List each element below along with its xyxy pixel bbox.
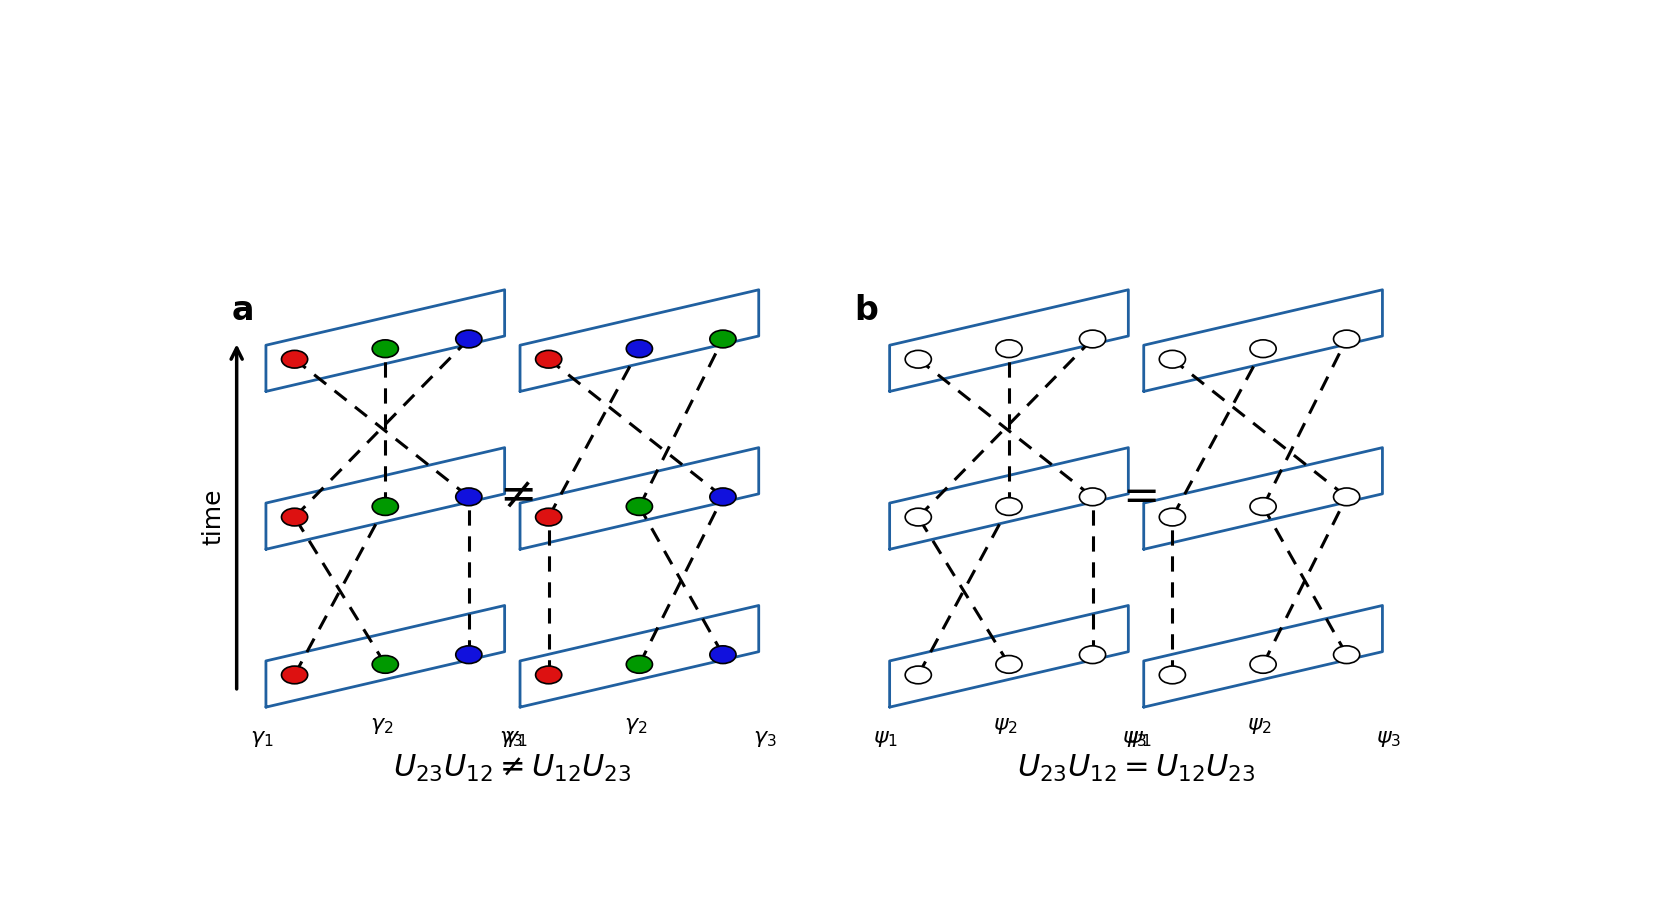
Ellipse shape — [627, 656, 652, 673]
Ellipse shape — [281, 508, 308, 526]
Ellipse shape — [281, 666, 308, 684]
Ellipse shape — [535, 666, 562, 684]
Ellipse shape — [905, 508, 931, 526]
Ellipse shape — [1079, 488, 1106, 506]
Ellipse shape — [535, 508, 562, 526]
Ellipse shape — [373, 498, 399, 515]
Ellipse shape — [627, 340, 652, 357]
Ellipse shape — [710, 488, 737, 506]
Ellipse shape — [535, 350, 562, 368]
Text: time: time — [201, 488, 226, 545]
Ellipse shape — [373, 340, 399, 357]
Ellipse shape — [1334, 330, 1360, 348]
Ellipse shape — [996, 656, 1023, 673]
Text: $\psi_1$: $\psi_1$ — [1128, 728, 1152, 748]
Text: $=$: $=$ — [1114, 473, 1157, 517]
Ellipse shape — [281, 350, 308, 368]
Ellipse shape — [905, 666, 931, 684]
Ellipse shape — [710, 646, 737, 664]
Ellipse shape — [456, 330, 482, 348]
Ellipse shape — [373, 656, 399, 673]
Text: $\psi_1$: $\psi_1$ — [873, 728, 898, 748]
Text: $\neq$: $\neq$ — [491, 473, 534, 517]
Text: b: b — [855, 294, 878, 327]
Text: $\gamma_2$: $\gamma_2$ — [369, 716, 392, 736]
Ellipse shape — [627, 498, 652, 515]
Ellipse shape — [996, 340, 1023, 357]
Text: $\gamma_1$: $\gamma_1$ — [504, 728, 527, 748]
Text: $\psi_3$: $\psi_3$ — [1375, 728, 1402, 748]
Text: a: a — [231, 294, 254, 327]
Ellipse shape — [456, 646, 482, 664]
Ellipse shape — [1159, 350, 1186, 368]
Text: $\gamma_3$: $\gamma_3$ — [753, 728, 777, 748]
Ellipse shape — [1251, 498, 1276, 515]
Ellipse shape — [1334, 488, 1360, 506]
Ellipse shape — [1079, 646, 1106, 664]
Ellipse shape — [1334, 646, 1360, 664]
Ellipse shape — [456, 488, 482, 506]
Text: $\gamma_2$: $\gamma_2$ — [624, 716, 647, 736]
Ellipse shape — [996, 498, 1023, 515]
Ellipse shape — [905, 350, 931, 368]
Ellipse shape — [1251, 340, 1276, 357]
Text: $\gamma_1$: $\gamma_1$ — [251, 728, 274, 748]
Text: $U_{23}U_{12} \neq U_{12}U_{23}$: $U_{23}U_{12} \neq U_{12}U_{23}$ — [392, 753, 632, 785]
Ellipse shape — [710, 330, 737, 348]
Text: $\psi_2$: $\psi_2$ — [1247, 716, 1272, 736]
Ellipse shape — [1159, 508, 1186, 526]
Ellipse shape — [1251, 656, 1276, 673]
Ellipse shape — [1079, 330, 1106, 348]
Ellipse shape — [1159, 666, 1186, 684]
Text: $U_{23}U_{12} = U_{12}U_{23}$: $U_{23}U_{12} = U_{12}U_{23}$ — [1016, 753, 1256, 785]
Text: $\psi_2$: $\psi_2$ — [993, 716, 1018, 736]
Text: $\psi_3$: $\psi_3$ — [1123, 728, 1147, 748]
Text: $\gamma_3$: $\gamma_3$ — [499, 728, 522, 748]
